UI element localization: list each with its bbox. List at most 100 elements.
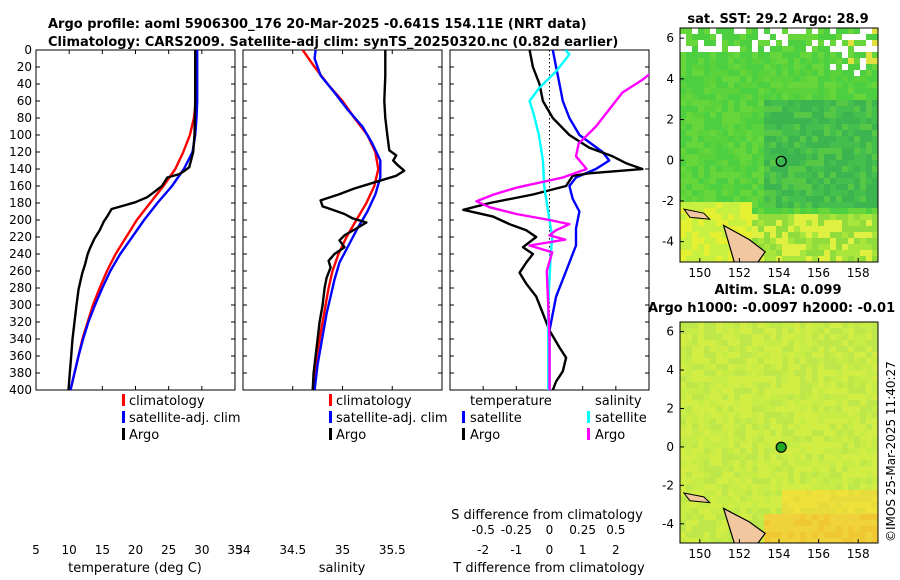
- sla-cell: [866, 406, 872, 412]
- sst-cell: [782, 40, 788, 46]
- sla-cell: [782, 388, 788, 394]
- sla-cell: [776, 472, 782, 478]
- sst-cell: [776, 208, 782, 214]
- sla-cell: [770, 442, 776, 448]
- sst-cell: [776, 40, 782, 46]
- sla-cell: [860, 400, 866, 406]
- sla-cell: [794, 484, 800, 490]
- sla-cell: [854, 340, 860, 346]
- sst-cell: [842, 238, 848, 244]
- sla-cell: [698, 514, 704, 520]
- sla-cell: [770, 334, 776, 340]
- sst-cell: [866, 88, 872, 94]
- sla-cell: [704, 508, 710, 514]
- sla-cell: [872, 370, 878, 376]
- sst-cell: [728, 58, 734, 64]
- sst-cell: [734, 94, 740, 100]
- sla-cell: [812, 394, 818, 400]
- sla-cell: [686, 406, 692, 412]
- sla-cell: [722, 334, 728, 340]
- sst-cell: [788, 220, 794, 226]
- sst-cell: [872, 178, 878, 184]
- sst-cell: [716, 256, 722, 262]
- sst-cell: [860, 46, 866, 52]
- sst-cell: [764, 208, 770, 214]
- sst-cell: [794, 238, 800, 244]
- sst-cell: [692, 64, 698, 70]
- sst-cell: [806, 100, 812, 106]
- sla-cell: [704, 460, 710, 466]
- sst-cell: [722, 58, 728, 64]
- sst-cell: [746, 178, 752, 184]
- sla-cell: [752, 502, 758, 508]
- sla-cell: [842, 394, 848, 400]
- sst-cell: [692, 118, 698, 124]
- sla-cell: [872, 418, 878, 424]
- sla-cell: [782, 538, 788, 543]
- sst-cell: [698, 34, 704, 40]
- sla-cell: [758, 346, 764, 352]
- sla-cell: [680, 514, 686, 520]
- sla-cell: [824, 508, 830, 514]
- sst-cell: [806, 52, 812, 58]
- sst-cell: [800, 82, 806, 88]
- sst-cell: [722, 220, 728, 226]
- sst-cell: [812, 196, 818, 202]
- sla-cell: [698, 526, 704, 532]
- sla-cell: [872, 442, 878, 448]
- sla-cell: [722, 436, 728, 442]
- sst-cell: [686, 64, 692, 70]
- sst-cell: [716, 226, 722, 232]
- sla-cell: [806, 454, 812, 460]
- sla-cell: [686, 400, 692, 406]
- island-landmass: [682, 492, 712, 504]
- sst-cell: [776, 142, 782, 148]
- sst-cell: [806, 166, 812, 172]
- sst-cell: [788, 118, 794, 124]
- sla-cell: [812, 496, 818, 502]
- sst-cell: [692, 226, 698, 232]
- sla-cell: [830, 424, 836, 430]
- sst-cell: [836, 196, 842, 202]
- sla-cell: [698, 508, 704, 514]
- sla-cell: [806, 364, 812, 370]
- sst-cell: [818, 148, 824, 154]
- y-tick-label: 20: [17, 60, 32, 74]
- sst-cell: [854, 154, 860, 160]
- sla-cell: [770, 430, 776, 436]
- sst-cell: [848, 46, 854, 52]
- sla-cell: [776, 460, 782, 466]
- sla-cell: [842, 502, 848, 508]
- sst-cell: [740, 166, 746, 172]
- sst-cell: [812, 106, 818, 112]
- sla-cell: [776, 430, 782, 436]
- sst-cell: [704, 94, 710, 100]
- sst-cell: [734, 40, 740, 46]
- sst-cell: [854, 118, 860, 124]
- sst-cell: [746, 52, 752, 58]
- sla-cell: [812, 388, 818, 394]
- sst-cell: [818, 190, 824, 196]
- sla-cell: [836, 388, 842, 394]
- sst-cell: [716, 112, 722, 118]
- sst-cell: [848, 52, 854, 58]
- sla-cell: [824, 328, 830, 334]
- sst-cell: [746, 184, 752, 190]
- sst-cell: [716, 190, 722, 196]
- sst-cell: [776, 70, 782, 76]
- sla-cell: [758, 508, 764, 514]
- sst-cell: [788, 166, 794, 172]
- sla-cell: [728, 538, 734, 543]
- sla-cell: [800, 478, 806, 484]
- salinity-legend: climatology satellite-adj. clim Argo: [329, 394, 448, 443]
- sst-cell: [776, 124, 782, 130]
- sst-cell: [872, 106, 878, 112]
- sst-cell: [734, 142, 740, 148]
- sla-cell: [746, 406, 752, 412]
- sst-cell: [764, 232, 770, 238]
- sst-cell: [848, 100, 854, 106]
- sst-cell: [848, 244, 854, 250]
- sla-cell: [866, 394, 872, 400]
- sla-cell: [836, 382, 842, 388]
- sla-cell: [704, 406, 710, 412]
